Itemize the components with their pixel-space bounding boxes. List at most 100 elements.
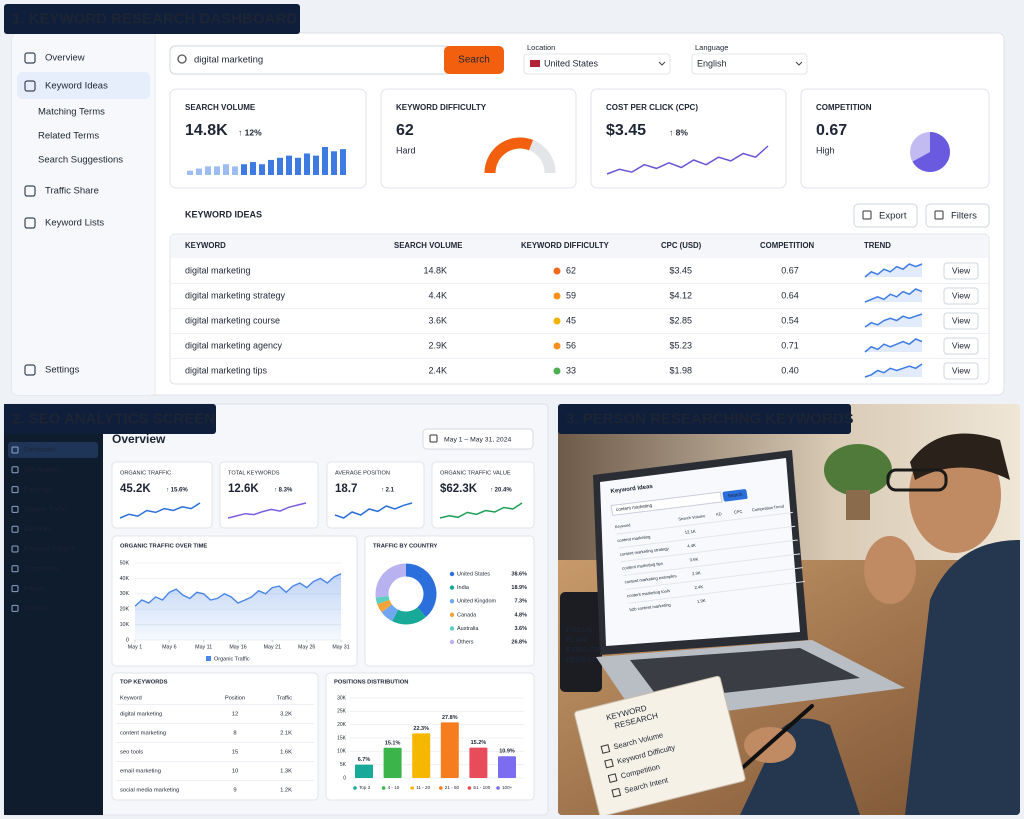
volume-bar — [286, 155, 292, 175]
line-series — [134, 573, 342, 607]
y-axis-label: 10K — [337, 749, 347, 755]
card-title: COMPETITION — [816, 103, 872, 112]
pie-slice — [912, 132, 950, 172]
y-tick-label: 30K — [120, 591, 130, 597]
legend-dot — [449, 626, 455, 631]
screen-title: Keyword Ideas — [610, 484, 654, 495]
difficulty-dot — [553, 342, 561, 350]
volume-bar — [268, 159, 274, 175]
legend-label: United States — [457, 571, 490, 577]
bar-label: 10.9% — [499, 749, 515, 755]
view-button[interactable] — [943, 362, 979, 380]
donut-slice — [377, 599, 393, 613]
legend-value: 7.3% — [514, 599, 527, 605]
bar — [440, 722, 459, 778]
x-tick-label: May 26 — [298, 644, 315, 650]
nav-item: Overview — [45, 53, 85, 64]
metric-change: ↑ 8.3% — [274, 488, 293, 494]
nav-item: Traffic Share — [45, 186, 99, 197]
legend-dot — [410, 786, 415, 790]
donut-slice — [375, 595, 390, 605]
table-cell: 8 — [233, 731, 236, 737]
sparkline — [119, 502, 201, 519]
screen-query: content marketing — [615, 503, 653, 512]
volume-bar — [331, 151, 337, 175]
person-shirt — [905, 540, 1020, 815]
x-tick-label: Top 3 — [359, 785, 371, 790]
y-tick-label: 10K — [120, 622, 130, 628]
sparkline — [606, 145, 769, 175]
card-value: 62 — [396, 122, 414, 139]
view-button[interactable] — [943, 287, 979, 305]
volume-cell: 2.9K — [428, 340, 447, 350]
view-button-label: View — [952, 315, 971, 325]
bar — [412, 733, 431, 778]
nav-item: Keyword Ideas — [45, 81, 108, 92]
cpc-cell: $4.12 — [669, 290, 692, 300]
search-button[interactable] — [444, 46, 504, 74]
sparkline — [439, 502, 523, 519]
screen-cell: 4.4K — [687, 543, 697, 549]
donut-slice — [375, 563, 407, 598]
screen-row-line — [625, 567, 803, 590]
column-header: KEYWORD DIFFICULTY — [521, 241, 610, 250]
photo: Keyword Ideas content marketing Search Keyw… — [558, 404, 1020, 815]
section-title: KEYWORD IDEAS — [185, 209, 262, 219]
date-range: May 1 – May 31, 2024 — [444, 436, 511, 443]
nav-icon — [11, 505, 19, 513]
date-picker[interactable] — [422, 428, 534, 450]
screen-cell: 2.4K — [694, 584, 704, 590]
competition-cell: 0.40 — [781, 365, 799, 375]
metric-change: ↑ 2.1 — [381, 488, 395, 494]
volume-bar — [250, 162, 256, 175]
view-button[interactable] — [943, 337, 979, 355]
difficulty-cell: 45 — [566, 315, 576, 325]
legend-value: 26.8% — [511, 639, 527, 645]
chart-title: POSITIONS DISTRIBUTION — [334, 680, 408, 686]
mug-word: PLAN — [566, 635, 586, 644]
card-title: SEARCH VOLUME — [185, 103, 256, 112]
keyword-cell: digital marketing — [185, 265, 251, 275]
x-tick-label: 11 - 20 — [416, 785, 430, 790]
table-cell: 12 — [232, 712, 238, 718]
column-header: COMPETITION — [760, 241, 815, 250]
keyword-cell: digital marketing agency — [185, 340, 283, 350]
bar-label: 22.3% — [413, 726, 429, 732]
y-tick-label: 40K — [120, 576, 130, 582]
keyword-cell: digital marketing tips — [185, 365, 268, 375]
screen-cell: 1.9K — [697, 598, 707, 604]
table-cell: social media marketing — [120, 788, 179, 794]
card-title: COST PER CLICK (CPC) — [606, 103, 698, 112]
toolbar-button[interactable] — [853, 203, 918, 228]
location-select[interactable] — [523, 53, 671, 75]
card-change: ↑ 8% — [669, 127, 688, 137]
donut-slice — [392, 606, 427, 625]
volume-bar — [313, 155, 319, 175]
legend-label: Others — [457, 639, 474, 645]
page-title: Overview — [112, 432, 166, 446]
legend-dot — [449, 585, 455, 590]
view-button[interactable] — [943, 312, 979, 330]
volume-bar — [223, 164, 229, 175]
toolbar-button[interactable] — [925, 203, 990, 228]
screen-cell: content marketing tips — [622, 561, 664, 571]
nav-item: Site Analytics — [24, 467, 63, 474]
panel-label-bg — [558, 404, 851, 434]
nav-item: Related Terms — [38, 131, 99, 142]
checkbox — [604, 758, 614, 769]
view-button[interactable] — [943, 262, 979, 280]
bar — [383, 747, 402, 778]
bar — [469, 747, 488, 778]
legend-label: United Kingdom — [457, 599, 497, 605]
card-change: ↑ 12% — [238, 127, 262, 137]
screen-column: Keyword — [614, 522, 630, 529]
checkbox — [611, 787, 622, 798]
column-header: SEARCH VOLUME — [394, 241, 462, 250]
cpc-cell: $3.45 — [669, 265, 692, 275]
table-cell: 1.6K — [280, 750, 292, 756]
language-select[interactable] — [691, 53, 808, 75]
volume-cell: 2.4K — [428, 365, 447, 375]
legend-dot — [449, 612, 455, 617]
nav-item: Search Suggestions — [38, 155, 123, 166]
